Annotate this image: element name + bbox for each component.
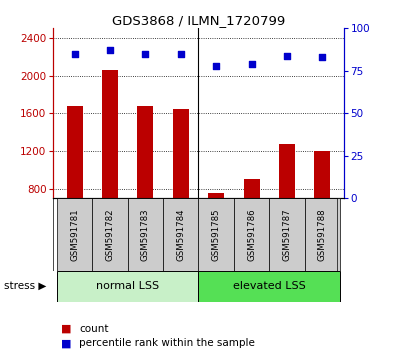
Point xyxy=(248,61,255,67)
Bar xyxy=(208,193,224,264)
Text: count: count xyxy=(79,324,109,333)
Text: GSM591785: GSM591785 xyxy=(212,208,221,261)
Point xyxy=(178,51,184,57)
Bar xyxy=(57,271,199,302)
Text: GSM591786: GSM591786 xyxy=(247,208,256,261)
Bar xyxy=(199,271,340,302)
Bar xyxy=(269,198,305,271)
Bar xyxy=(128,198,163,271)
Text: GSM591783: GSM591783 xyxy=(141,208,150,261)
Text: elevated LSS: elevated LSS xyxy=(233,281,306,291)
Point xyxy=(213,63,219,69)
Text: GSM591782: GSM591782 xyxy=(105,208,115,261)
Bar xyxy=(92,198,128,271)
Text: stress ▶: stress ▶ xyxy=(4,281,46,291)
Text: normal LSS: normal LSS xyxy=(96,281,159,291)
Text: ■: ■ xyxy=(61,338,72,348)
Text: GSM591784: GSM591784 xyxy=(176,208,185,261)
Bar xyxy=(137,106,153,264)
Point xyxy=(107,47,113,53)
Point xyxy=(284,53,290,58)
Bar xyxy=(279,144,295,264)
Bar xyxy=(102,70,118,264)
Text: GSM591787: GSM591787 xyxy=(282,208,292,261)
Title: GDS3868 / ILMN_1720799: GDS3868 / ILMN_1720799 xyxy=(112,14,285,27)
Point xyxy=(142,51,149,57)
Bar xyxy=(305,198,340,271)
Bar xyxy=(57,198,92,271)
Bar xyxy=(199,198,234,271)
Bar xyxy=(163,198,199,271)
Text: GSM591781: GSM591781 xyxy=(70,208,79,261)
Bar xyxy=(67,106,83,264)
Point xyxy=(319,55,325,60)
Bar xyxy=(314,151,330,264)
Text: GSM591788: GSM591788 xyxy=(318,208,327,261)
Bar xyxy=(173,109,189,264)
Text: ■: ■ xyxy=(61,324,72,333)
Text: percentile rank within the sample: percentile rank within the sample xyxy=(79,338,255,348)
Point xyxy=(71,51,78,57)
Bar xyxy=(234,198,269,271)
Bar xyxy=(244,179,260,264)
